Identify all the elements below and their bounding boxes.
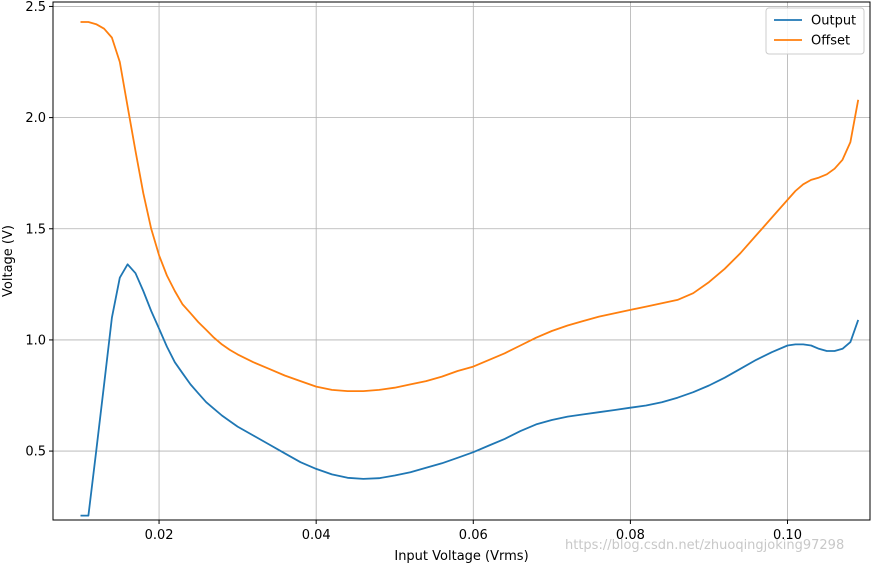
watermark-text: https://blog.csdn.net/zhuoqingjoking9729… [565,538,845,553]
x-axis-label: Input Voltage (Vrms) [394,549,528,564]
series-line-output [80,263,860,517]
y-tick-label: 1.0 [25,333,46,348]
x-tick-label: 0.02 [145,528,174,543]
x-tick-label: 0.10 [773,528,802,543]
x-tick-label: 0.08 [616,528,645,543]
y-tick-label: 0.5 [25,445,46,460]
series-line-offset [80,21,860,393]
grid-lines [53,2,870,520]
y-tick-label: 2.0 [25,111,46,126]
x-tick-label: 0.04 [302,528,331,543]
y-tick-label: 2.5 [25,0,46,15]
y-axis-label: Voltage (V) [1,225,16,297]
y-tick-label: 1.5 [25,222,46,237]
series-lines [80,21,860,517]
legend-entry: Output [811,14,856,29]
axis-ticks: 0.02 0.04 0.06 0.08 0.10 0.5 1.0 1.5 2.0 2.5 [25,0,802,543]
plot-frame [52,1,871,521]
x-tick-label: 0.06 [459,528,488,543]
legend: Output Offset [765,7,865,55]
legend-entry: Offset [811,34,850,49]
